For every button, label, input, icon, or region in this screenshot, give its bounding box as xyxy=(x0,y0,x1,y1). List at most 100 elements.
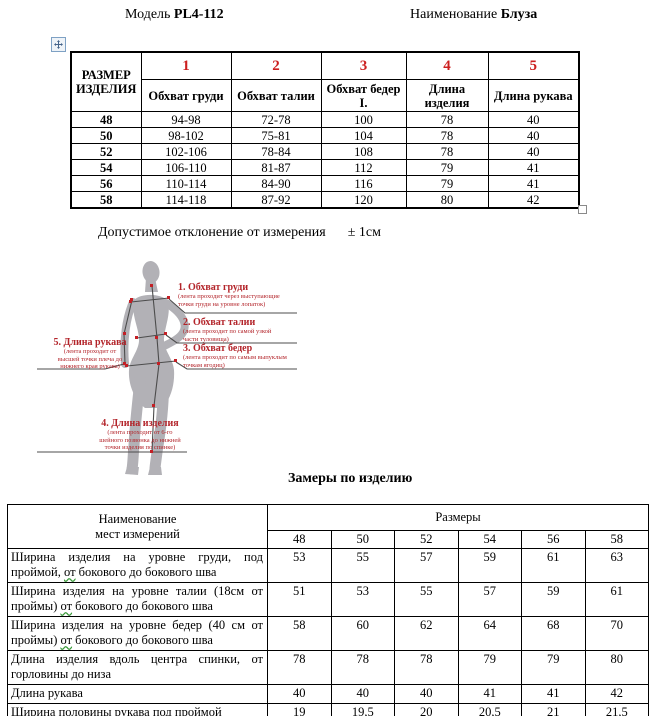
size-cell: 56 xyxy=(70,175,142,192)
measure-label-cell: Ширина изделия на уровне груди, под прой… xyxy=(7,548,268,583)
value-cell: 102-106 xyxy=(140,143,232,160)
value-cell: 40 xyxy=(487,143,580,160)
measure-value-cell: 20 xyxy=(394,703,459,716)
value-cell: 114-118 xyxy=(140,191,232,209)
measure-value-cell: 57 xyxy=(394,548,459,583)
value-cell: 106-110 xyxy=(140,159,232,176)
size-table-header-row: Обхват груди Обхват талии Обхват бедер I… xyxy=(71,79,580,112)
table-move-handle-icon[interactable] xyxy=(51,37,66,52)
measure-value-cell: 78 xyxy=(394,650,459,685)
measure-value-cell: 59 xyxy=(521,582,586,617)
value-cell: 41 xyxy=(487,175,580,192)
measure-row: Ширина половины рукава под проймой 19 19… xyxy=(7,703,649,716)
measure-value-cell: 42 xyxy=(584,684,649,704)
sizes-header-cell: Размеры xyxy=(267,504,649,531)
size-row-54: 54 106-110 81-87 112 79 41 xyxy=(70,159,580,176)
size-row-52: 52 102-106 78-84 108 78 40 xyxy=(70,143,580,160)
body-measurement-figure xyxy=(37,261,297,475)
measure-label-cell: Ширина половины рукава под проймой xyxy=(7,703,268,716)
figure-label-chest: 1. Обхват груди (лента проходит через вы… xyxy=(178,282,280,308)
measure-label-cell: Ширина изделия на уровне талии (18см от … xyxy=(7,582,268,617)
measure-value-cell: 41 xyxy=(521,684,586,704)
measure-value-cell: 55 xyxy=(330,548,395,583)
figure-label-hips: 3. Обхват бедер (лента проходит по самым… xyxy=(183,343,287,369)
chest-label-note: (лента проходит через выступающие xyxy=(178,293,280,300)
measure-value-cell: 61 xyxy=(521,548,586,583)
size-col-cell: 50 xyxy=(330,530,395,549)
measure-value-cell: 19,5 xyxy=(330,703,395,716)
measure-section-title: Замеры по изделию xyxy=(288,471,413,486)
measure-value-cell: 64 xyxy=(457,616,522,651)
item-name-label: Наименование xyxy=(410,7,498,22)
measurement-points xyxy=(123,284,177,453)
size-row-58: 58 114-118 87-92 120 80 42 xyxy=(70,191,580,209)
col-number-cell: 5 xyxy=(487,51,580,80)
value-cell: 80 xyxy=(405,191,489,209)
col-header-cell: Обхват бедер I. xyxy=(320,79,407,112)
size-cell: 50 xyxy=(70,127,142,144)
value-cell: 112 xyxy=(320,159,407,176)
size-col-cell: 54 xyxy=(457,530,522,549)
measure-value-cell: 68 xyxy=(521,616,586,651)
waist-label-note: (лента проходит по самой узкой xyxy=(183,328,272,335)
col-number-cell: 4 xyxy=(405,51,489,80)
measure-value-cell: 79 xyxy=(457,650,522,685)
item-name-value: Блуза xyxy=(500,7,538,22)
tolerance-value: ± 1см xyxy=(347,225,381,240)
value-cell: 40 xyxy=(487,127,580,144)
value-cell: 110-114 xyxy=(140,175,232,192)
value-cell: 104 xyxy=(320,127,407,144)
value-cell: 108 xyxy=(320,143,407,160)
measure-sizes-row: 48 50 52 54 56 58 xyxy=(8,530,649,549)
measure-value-cell: 53 xyxy=(267,548,332,583)
measure-value-cell: 19 xyxy=(267,703,332,716)
hips-label-note: (лента проходит по самым выпуклым xyxy=(183,354,287,361)
table-resize-handle[interactable] xyxy=(578,205,587,214)
measure-value-cell: 53 xyxy=(330,582,395,617)
value-cell: 84-90 xyxy=(230,175,322,192)
col-header-cell: Длина изделия xyxy=(405,79,489,112)
value-cell: 78 xyxy=(405,127,489,144)
col-number-cell: 3 xyxy=(320,51,407,80)
size-col-cell: 52 xyxy=(394,530,459,549)
measure-value-cell: 51 xyxy=(267,582,332,617)
value-cell: 116 xyxy=(320,175,407,192)
tolerance-text: Допустимое отклонение от измерения xyxy=(98,225,326,240)
measure-value-cell: 70 xyxy=(584,616,649,651)
sleeve-label-title: 5. Длина рукава xyxy=(53,337,127,348)
size-cell: 58 xyxy=(70,191,142,209)
measure-value-cell: 79 xyxy=(521,650,586,685)
name-header-cell: Наименование мест измерений xyxy=(7,504,268,549)
value-cell: 120 xyxy=(320,191,407,209)
corner-header-cell: РАЗМЕР ИЗДЕЛИЯ xyxy=(70,51,142,112)
size-col-cell: 48 xyxy=(267,530,332,549)
measure-header-row: Наименование мест измерений Размеры xyxy=(7,504,649,549)
value-cell: 72-78 xyxy=(230,111,322,128)
measure-value-cell: 20,5 xyxy=(457,703,522,716)
size-table: РАЗМЕР ИЗДЕЛИЯ 1 2 3 4 5 Обхват груди Об… xyxy=(70,51,580,209)
size-cell: 54 xyxy=(70,159,142,176)
measure-value-cell: 78 xyxy=(267,650,332,685)
model-caption: Модель PL4-112 xyxy=(125,7,224,23)
col-number-cell: 2 xyxy=(230,51,322,80)
chest-label-title: 1. Обхват груди xyxy=(178,282,249,293)
value-cell: 81-87 xyxy=(230,159,322,176)
value-cell: 78-84 xyxy=(230,143,322,160)
measure-value-cell: 58 xyxy=(267,616,332,651)
value-cell: 87-92 xyxy=(230,191,322,209)
measure-value-cell: 40 xyxy=(394,684,459,704)
col-header-cell: Обхват талии xyxy=(230,79,322,112)
size-col-cell: 58 xyxy=(584,530,649,549)
value-cell: 94-98 xyxy=(140,111,232,128)
measure-row: Ширина изделия на уровне бедер (40 см от… xyxy=(7,616,649,651)
value-cell: 41 xyxy=(487,159,580,176)
measure-label-cell: Длина изделия вдоль центра спинки, от го… xyxy=(7,650,268,685)
length-label-note: (лента проходит от 6-го xyxy=(107,429,173,436)
value-cell: 78 xyxy=(405,111,489,128)
measure-value-cell: 55 xyxy=(394,582,459,617)
move-arrows-icon xyxy=(54,40,63,49)
value-cell: 100 xyxy=(320,111,407,128)
measure-value-cell: 40 xyxy=(267,684,332,704)
measure-value-cell: 21,5 xyxy=(584,703,649,716)
